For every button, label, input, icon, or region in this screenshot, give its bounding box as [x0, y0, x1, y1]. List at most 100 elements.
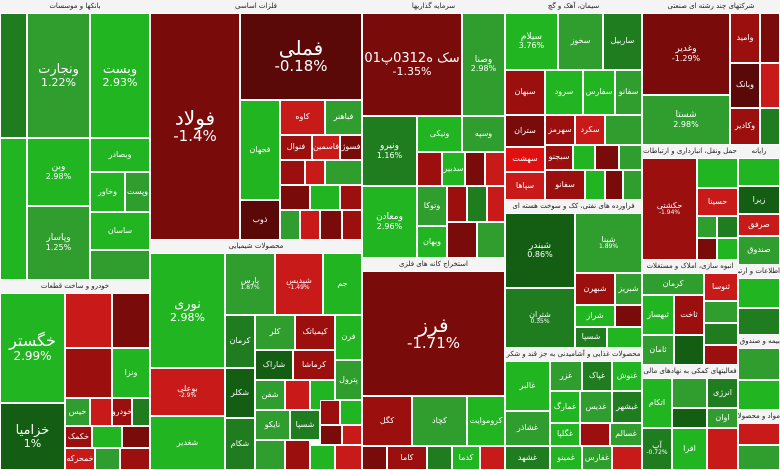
- stock-tile[interactable]: [342, 210, 362, 240]
- stock-tile[interactable]: شپنا 1.89%: [575, 213, 642, 273]
- stock-tile[interactable]: [132, 398, 150, 426]
- stock-tile[interactable]: غمینو: [550, 446, 582, 470]
- stock-tile[interactable]: غالبر: [505, 361, 550, 411]
- stock-tile[interactable]: کاما: [387, 446, 427, 470]
- stock-tile[interactable]: وتوکا: [417, 186, 447, 226]
- stock-tile[interactable]: سفانو: [545, 170, 585, 200]
- stock-tile[interactable]: وکادیر: [730, 108, 760, 145]
- stock-tile[interactable]: فرز -1.71%: [362, 271, 505, 396]
- stock-tile[interactable]: شتران 0.35%: [505, 288, 575, 348]
- stock-tile[interactable]: ونزا: [112, 348, 150, 398]
- stock-tile[interactable]: سپاها: [505, 172, 545, 200]
- stock-tile[interactable]: [417, 152, 442, 186]
- stock-tile[interactable]: [573, 145, 595, 170]
- stock-tile[interactable]: ثبهساز: [642, 295, 674, 335]
- stock-tile[interactable]: [717, 216, 738, 238]
- stock-tile[interactable]: اوان: [707, 408, 738, 428]
- stock-tile[interactable]: [95, 448, 120, 470]
- stock-tile[interactable]: [480, 446, 505, 470]
- stock-tile[interactable]: خگستر 2.99%: [0, 293, 65, 403]
- stock-tile[interactable]: وبهان: [417, 226, 447, 258]
- stock-tile[interactable]: [427, 446, 452, 470]
- stock-tile[interactable]: [623, 170, 642, 200]
- stock-tile[interactable]: فجهان: [240, 100, 280, 200]
- stock-tile[interactable]: پارس 1.87%: [225, 253, 275, 315]
- stock-tile[interactable]: شسپا: [290, 410, 320, 440]
- stock-tile[interactable]: [674, 335, 704, 365]
- stock-tile[interactable]: وبست 2.93%: [90, 13, 150, 138]
- stock-tile[interactable]: وغدیر -1.29%: [642, 13, 730, 95]
- stock-tile[interactable]: کروموایت: [467, 396, 505, 446]
- stock-tile[interactable]: [320, 400, 340, 425]
- stock-tile[interactable]: سبجنو: [545, 145, 573, 170]
- stock-tile[interactable]: [285, 440, 310, 470]
- stock-tile[interactable]: کرماشا: [293, 350, 335, 380]
- stock-tile[interactable]: [738, 445, 780, 470]
- stock-tile[interactable]: [738, 278, 780, 308]
- stock-tile[interactable]: سهشت: [505, 147, 545, 172]
- stock-tile[interactable]: صندوق: [738, 236, 780, 265]
- stock-tile[interactable]: ثاخت: [674, 295, 704, 335]
- stock-tile[interactable]: شاراک: [255, 350, 293, 380]
- stock-tile[interactable]: نوری 2.98%: [150, 253, 225, 368]
- stock-tile[interactable]: شبریز: [615, 273, 642, 305]
- stock-tile[interactable]: فاسمین: [312, 135, 340, 160]
- stock-tile[interactable]: وپاسار 1.25%: [27, 206, 90, 280]
- stock-tile[interactable]: [122, 426, 150, 448]
- stock-tile[interactable]: شبهرن: [575, 273, 615, 305]
- stock-tile[interactable]: خکمک: [65, 426, 92, 448]
- stock-tile[interactable]: [760, 108, 780, 145]
- stock-tile[interactable]: [280, 160, 305, 185]
- stock-tile[interactable]: غدیس: [580, 391, 612, 423]
- stock-tile[interactable]: شغدیر: [150, 416, 225, 470]
- stock-tile[interactable]: [605, 170, 623, 200]
- stock-tile[interactable]: [580, 423, 610, 446]
- stock-tile[interactable]: [607, 327, 642, 348]
- stock-tile[interactable]: [738, 380, 780, 410]
- stock-tile[interactable]: [760, 63, 780, 108]
- stock-tile[interactable]: غشاذر: [505, 411, 550, 446]
- stock-tile[interactable]: [112, 293, 150, 348]
- stock-tile[interactable]: ذوب: [240, 200, 280, 240]
- stock-tile[interactable]: [738, 158, 780, 186]
- stock-tile[interactable]: غشهد: [505, 446, 550, 470]
- stock-tile[interactable]: [92, 426, 122, 448]
- stock-tile[interactable]: [704, 345, 738, 365]
- stock-tile[interactable]: [738, 348, 780, 380]
- stock-tile[interactable]: کدما: [452, 446, 480, 470]
- stock-tile[interactable]: [612, 446, 642, 470]
- stock-tile[interactable]: [477, 222, 505, 258]
- stock-tile[interactable]: [335, 445, 362, 470]
- stock-tile[interactable]: ثنوسا: [704, 273, 738, 301]
- stock-tile[interactable]: ومعادن 2.96%: [362, 186, 417, 258]
- stock-tile[interactable]: فرن: [335, 315, 362, 360]
- stock-tile[interactable]: سهرمز: [545, 115, 575, 145]
- stock-tile[interactable]: انرژی: [707, 378, 738, 408]
- stock-tile[interactable]: حکشتی -1.94%: [642, 158, 697, 260]
- stock-tile[interactable]: کگل: [362, 396, 412, 446]
- stock-tile[interactable]: [672, 408, 707, 428]
- stock-tile[interactable]: [280, 210, 300, 240]
- stock-tile[interactable]: [467, 186, 487, 222]
- stock-tile[interactable]: جم: [323, 253, 362, 315]
- stock-tile[interactable]: وامید: [730, 13, 760, 63]
- stock-tile[interactable]: سدبیر: [442, 152, 465, 186]
- stock-tile[interactable]: [738, 308, 780, 335]
- stock-tile[interactable]: وصنا 2.98%: [462, 13, 505, 116]
- stock-tile[interactable]: سخوز: [558, 13, 603, 70]
- stock-tile[interactable]: [738, 423, 780, 445]
- stock-tile[interactable]: [90, 250, 150, 280]
- stock-tile[interactable]: [760, 13, 780, 63]
- stock-tile[interactable]: ونیرو 1.16%: [362, 116, 417, 186]
- stock-tile[interactable]: سفانو: [615, 70, 642, 115]
- stock-tile[interactable]: ساربیل: [603, 13, 642, 70]
- stock-tile[interactable]: وبانک: [730, 63, 760, 108]
- stock-tile[interactable]: غفارس: [582, 446, 612, 470]
- stock-tile[interactable]: [447, 222, 477, 258]
- stock-tile[interactable]: ستران: [505, 115, 545, 147]
- stock-tile[interactable]: سکرد: [575, 115, 605, 145]
- stock-tile[interactable]: وپست: [125, 172, 150, 212]
- stock-tile[interactable]: کرمان: [225, 315, 255, 368]
- stock-tile[interactable]: سیلام 3.76%: [505, 13, 558, 70]
- stock-tile[interactable]: فولاد -1.4%: [150, 13, 240, 240]
